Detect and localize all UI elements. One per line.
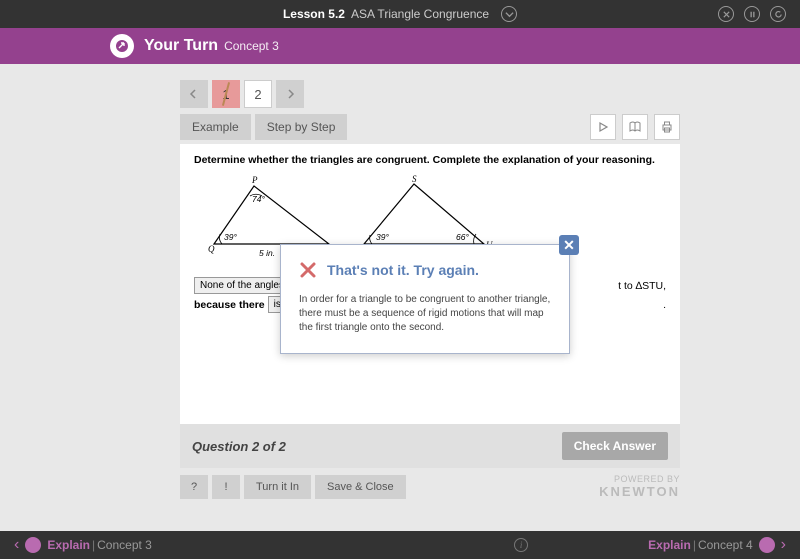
x-icon bbox=[299, 261, 317, 279]
section-subtitle: Concept 3 bbox=[224, 39, 279, 53]
tab-row: Example Step by Step bbox=[180, 114, 680, 140]
footer-info[interactable]: i bbox=[514, 538, 528, 552]
section-title: Your Turn bbox=[144, 37, 218, 55]
nav-next[interactable]: Explain|Concept 4 › bbox=[648, 536, 786, 554]
close-icon[interactable]: ✕ bbox=[559, 235, 579, 255]
answer-trail-1: t to ∆STU, bbox=[618, 280, 666, 292]
pager-next[interactable] bbox=[276, 80, 304, 108]
feedback-body: In order for a triangle to be congruent … bbox=[299, 293, 551, 335]
check-answer-button[interactable]: Check Answer bbox=[562, 432, 668, 460]
vertex-P: P bbox=[251, 175, 258, 185]
question-counter: Question 2 of 2 bbox=[192, 439, 286, 454]
info-button[interactable]: ! bbox=[212, 475, 240, 499]
nav-next-label: Explain|Concept 4 bbox=[648, 538, 753, 552]
answer-trail-2: . bbox=[663, 299, 666, 311]
powered-by-label: POWERED BY bbox=[614, 474, 680, 484]
vertex-S: S bbox=[412, 174, 417, 184]
svg-text:74°: 74° bbox=[252, 194, 265, 204]
nav-prev[interactable]: ‹ Explain|Concept 3 bbox=[14, 536, 152, 554]
tool-icon-1[interactable] bbox=[718, 6, 734, 22]
svg-text:5 in.: 5 in. bbox=[259, 248, 275, 258]
feedback-header: That's not it. Try again. bbox=[299, 261, 551, 279]
refresh-icon[interactable] bbox=[770, 6, 786, 22]
knewton-badge: POWERED BY KNEWTON bbox=[599, 474, 680, 499]
vertex-Q: Q bbox=[208, 244, 215, 254]
turn-in-button[interactable]: Turn it In bbox=[244, 475, 311, 499]
answer-because: because there bbox=[194, 299, 265, 311]
nav-prev-icon bbox=[25, 537, 41, 553]
pager-page-1[interactable]: 1 bbox=[212, 80, 240, 108]
top-bar: Lesson 5.2 ASA Triangle Congruence bbox=[0, 0, 800, 28]
svg-text:66°: 66° bbox=[456, 232, 469, 242]
chevron-right-icon: › bbox=[781, 536, 786, 554]
lesson-title-group: Lesson 5.2 ASA Triangle Congruence bbox=[283, 6, 517, 22]
question-card: Determine whether the triangles are cong… bbox=[180, 144, 680, 424]
save-close-button[interactable]: Save & Close bbox=[315, 475, 406, 499]
question-tools bbox=[590, 114, 680, 140]
lesson-name: ASA Triangle Congruence bbox=[351, 7, 489, 21]
lesson-number: Lesson 5.2 bbox=[283, 7, 345, 21]
knewton-label: KNEWTON bbox=[599, 484, 680, 499]
question-pager: 1 2 bbox=[180, 80, 680, 108]
topbar-tools bbox=[718, 6, 786, 22]
tab-example[interactable]: Example bbox=[180, 114, 251, 140]
section-header: Your Turn Concept 3 bbox=[0, 28, 800, 64]
content-region: 1 2 Example Step by Step Determine wheth… bbox=[0, 80, 800, 499]
pager-page-2-label: 2 bbox=[254, 87, 261, 102]
pager-page-1-label: 1 bbox=[222, 87, 229, 102]
help-button[interactable]: ? bbox=[180, 475, 208, 499]
svg-text:39°: 39° bbox=[224, 232, 237, 242]
pager-prev[interactable] bbox=[180, 80, 208, 108]
feedback-popup: ✕ That's not it. Try again. In order for… bbox=[280, 244, 570, 354]
book-icon[interactable] bbox=[622, 114, 648, 140]
footer-nav: ‹ Explain|Concept 3 i Explain|Concept 4 … bbox=[0, 531, 800, 559]
svg-text:39°: 39° bbox=[376, 232, 389, 242]
section-icon bbox=[110, 34, 134, 58]
question-prompt: Determine whether the triangles are cong… bbox=[194, 154, 666, 166]
nav-next-icon bbox=[759, 537, 775, 553]
play-icon[interactable] bbox=[590, 114, 616, 140]
pause-icon[interactable] bbox=[744, 6, 760, 22]
dropdown-icon[interactable] bbox=[501, 6, 517, 22]
pager-page-2[interactable]: 2 bbox=[244, 80, 272, 108]
print-icon[interactable] bbox=[654, 114, 680, 140]
bottom-buttons: ? ! Turn it In Save & Close POWERED BY K… bbox=[180, 474, 680, 499]
status-bar: Question 2 of 2 Check Answer bbox=[180, 424, 680, 468]
feedback-title: That's not it. Try again. bbox=[327, 262, 479, 278]
tab-step-by-step[interactable]: Step by Step bbox=[255, 114, 348, 140]
chevron-left-icon: ‹ bbox=[14, 536, 19, 554]
info-icon: i bbox=[514, 538, 528, 552]
nav-prev-label: Explain|Concept 3 bbox=[47, 538, 152, 552]
